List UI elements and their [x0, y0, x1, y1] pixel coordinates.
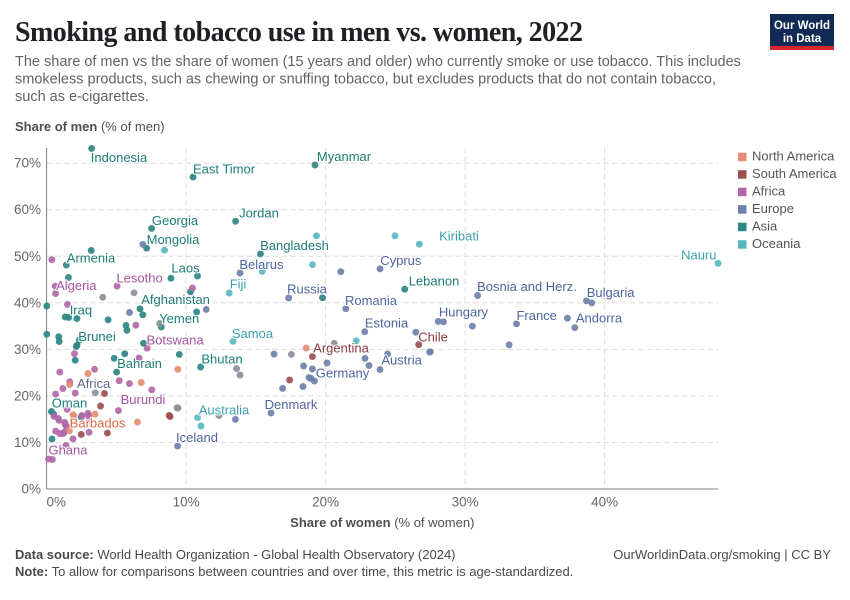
svg-text:0%: 0% — [47, 495, 67, 510]
svg-text:Africa: Africa — [77, 376, 111, 391]
svg-text:Barbados: Barbados — [70, 415, 126, 430]
svg-text:Share of men (% of men): Share of men (% of men) — [15, 119, 165, 134]
svg-text:Austria: Austria — [381, 353, 422, 368]
svg-text:Australia: Australia — [199, 403, 250, 418]
svg-text:Smoking and tobacco use in men: Smoking and tobacco use in men vs. women… — [15, 17, 582, 48]
svg-text:Belarus: Belarus — [239, 257, 284, 272]
svg-text:East Timor: East Timor — [193, 162, 256, 177]
svg-text:Hungary: Hungary — [439, 304, 489, 319]
svg-text:Andorra: Andorra — [576, 311, 623, 326]
svg-text:10%: 10% — [173, 495, 200, 510]
svg-text:20%: 20% — [312, 495, 339, 510]
svg-text:The share of men vs the share: The share of men vs the share of women (… — [15, 54, 741, 70]
svg-text:Chile: Chile — [418, 329, 448, 344]
svg-text:Mongolia: Mongolia — [147, 232, 201, 247]
svg-text:40%: 40% — [14, 295, 41, 310]
svg-text:30%: 30% — [452, 495, 479, 510]
svg-text:20%: 20% — [14, 388, 41, 403]
svg-text:Samoa: Samoa — [232, 326, 274, 341]
svg-text:Iceland: Iceland — [176, 430, 218, 445]
svg-text:Lebanon: Lebanon — [409, 274, 460, 289]
svg-text:France: France — [516, 308, 556, 323]
svg-text:Afghanistan: Afghanistan — [141, 292, 210, 307]
svg-text:Oceania: Oceania — [752, 236, 801, 251]
svg-text:Bulgaria: Bulgaria — [587, 285, 635, 300]
svg-text:OurWorldinData.org/smoking | C: OurWorldinData.org/smoking | CC BY — [613, 547, 831, 562]
svg-text:Myanmar: Myanmar — [317, 149, 372, 164]
svg-text:10%: 10% — [14, 435, 41, 450]
svg-text:Algeria: Algeria — [56, 278, 97, 293]
svg-text:Burundi: Burundi — [121, 392, 166, 407]
svg-text:Armenia: Armenia — [67, 251, 116, 266]
svg-text:Europe: Europe — [752, 201, 794, 216]
svg-text:such as e-cigarettes.: such as e-cigarettes. — [15, 89, 149, 105]
svg-text:Asia: Asia — [752, 219, 778, 234]
svg-text:Georgia: Georgia — [152, 213, 199, 228]
svg-text:Lesotho: Lesotho — [116, 270, 162, 285]
svg-text:Nauru: Nauru — [681, 248, 716, 263]
svg-text:Russia: Russia — [287, 282, 328, 297]
svg-text:Data source: World Health Orga: Data source: World Health Organization -… — [15, 547, 456, 562]
svg-text:Our World: Our World — [774, 20, 830, 32]
svg-text:60%: 60% — [14, 202, 41, 217]
svg-text:Jordan: Jordan — [239, 205, 279, 220]
svg-text:Laos: Laos — [171, 261, 200, 276]
svg-text:Bahrain: Bahrain — [117, 356, 162, 371]
svg-text:in Data: in Data — [783, 33, 822, 45]
svg-text:Bosnia and Herz.: Bosnia and Herz. — [477, 279, 577, 294]
svg-text:Bhutan: Bhutan — [201, 352, 242, 367]
svg-text:Argentina: Argentina — [313, 341, 369, 356]
svg-text:Bangladesh: Bangladesh — [260, 238, 329, 253]
svg-text:0%: 0% — [21, 482, 41, 497]
svg-text:Note: To allow for comparisons: Note: To allow for comparisons between c… — [15, 564, 573, 579]
svg-text:Ghana: Ghana — [48, 442, 88, 457]
svg-text:Kiribati: Kiribati — [439, 228, 479, 243]
svg-text:Iraq: Iraq — [70, 303, 92, 318]
svg-text:smokeless products, such as ch: smokeless products, such as chewing or s… — [15, 72, 716, 88]
svg-text:30%: 30% — [14, 342, 41, 357]
svg-text:50%: 50% — [14, 249, 41, 264]
svg-text:Indonesia: Indonesia — [91, 150, 148, 165]
svg-text:Africa: Africa — [752, 184, 786, 199]
svg-text:Share of women (% of women): Share of women (% of women) — [290, 515, 474, 530]
svg-text:North America: North America — [752, 149, 835, 164]
svg-text:40%: 40% — [591, 495, 618, 510]
svg-text:Cyprus: Cyprus — [380, 253, 422, 268]
svg-text:70%: 70% — [14, 156, 41, 171]
svg-text:Estonia: Estonia — [365, 316, 409, 331]
svg-text:Botswana: Botswana — [146, 333, 204, 348]
svg-text:Brunei: Brunei — [78, 329, 116, 344]
svg-text:Denmark: Denmark — [265, 397, 318, 412]
svg-text:Germany: Germany — [316, 366, 370, 381]
svg-text:Fiji: Fiji — [230, 277, 247, 292]
svg-text:Oman: Oman — [52, 396, 87, 411]
svg-text:Yemen: Yemen — [159, 311, 199, 326]
svg-text:Romania: Romania — [345, 293, 398, 308]
svg-text:South America: South America — [752, 166, 837, 181]
